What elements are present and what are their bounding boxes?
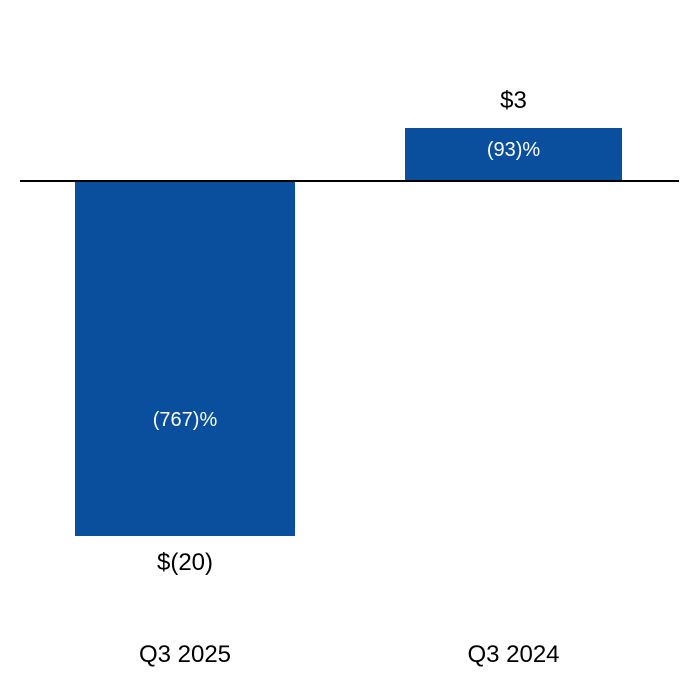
zero-axis-line	[20, 180, 679, 182]
value-label-q3-2025: $(20)	[156, 549, 214, 576]
pct-label-q3-2024: (93)%	[486, 139, 541, 161]
bar-q3-2024	[405, 128, 622, 180]
pct-label-q3-2025: (767)%	[152, 409, 218, 431]
bar-q3-2025	[75, 182, 295, 536]
value-label-q3-2024: $3	[500, 87, 527, 114]
x-axis-label-q3-2024: Q3 2024	[467, 641, 560, 668]
x-axis-label-q3-2025: Q3 2025	[138, 641, 232, 668]
